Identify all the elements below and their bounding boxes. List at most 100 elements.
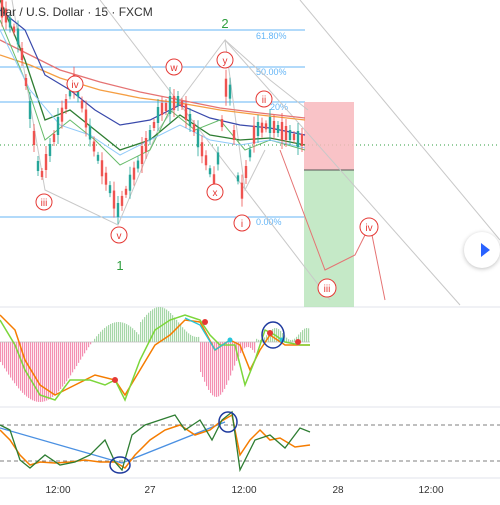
divergence-circle [261, 321, 285, 349]
symbol-title[interactable]: llar / U.S. Dollar · 15 · FXCM [0, 5, 153, 19]
wave-label-y[interactable]: y [216, 51, 234, 69]
wave-label-ii[interactable]: ii [255, 90, 273, 108]
play-icon[interactable] [464, 232, 500, 268]
histogram-bar [32, 342, 34, 401]
histogram-bar [204, 342, 206, 382]
candle-body [56, 117, 60, 135]
time-axis[interactable]: 12:00 27 12:00 28 12:00 [45, 485, 443, 496]
histogram-bar [42, 342, 44, 402]
time-tick: 28 [332, 485, 344, 496]
projected-wave-path [279, 149, 386, 301]
short-position-stop-zone[interactable] [304, 102, 354, 170]
histogram-bar [300, 332, 302, 342]
candle-body [276, 125, 280, 133]
histogram-bar [308, 328, 310, 342]
projection-lines [11, 0, 500, 306]
candle-body [296, 131, 300, 147]
histogram-bar [146, 314, 148, 342]
histogram-bar [210, 342, 212, 394]
histogram-bar [290, 339, 292, 342]
candle-body [280, 122, 284, 140]
histogram-bar [188, 333, 190, 342]
candle-body [260, 122, 264, 133]
candle-body [88, 125, 92, 140]
fib-label: 50.00% [256, 67, 287, 77]
histogram-bar [38, 342, 40, 402]
histogram-bar [40, 342, 42, 402]
histogram-bar [166, 309, 168, 342]
histogram-bar [216, 342, 218, 397]
histogram-bar [298, 334, 300, 342]
histogram-bar [26, 342, 28, 397]
candle-body [248, 149, 252, 158]
candle-body [216, 152, 220, 165]
svg-text:i: i [241, 219, 243, 230]
histogram-bar [114, 322, 116, 342]
histogram-bar [186, 331, 188, 342]
wave-label-v[interactable]: v [110, 226, 128, 244]
histogram-bar [126, 324, 128, 342]
ma-green [0, 0, 306, 151]
wave-label-iv-projected[interactable]: iv [359, 217, 379, 237]
histogram-bar [250, 342, 252, 349]
histogram-bar [212, 342, 214, 396]
histogram-bar [176, 319, 178, 342]
time-tick: 12:00 [45, 485, 70, 496]
histogram-bar [102, 329, 104, 342]
histogram-bar [60, 342, 62, 390]
histogram-bar [96, 336, 98, 342]
histogram-bar [100, 331, 102, 342]
wave-label-i[interactable]: i [233, 214, 251, 232]
candle-body [132, 167, 136, 180]
histogram-bar [44, 342, 46, 402]
wave-label-iii-projected[interactable]: iii [317, 278, 337, 298]
histogram-bar [50, 342, 52, 399]
histogram-bar [136, 332, 138, 342]
candle-body [44, 154, 48, 170]
histogram-bar [172, 315, 174, 342]
candle-body [264, 123, 268, 130]
wave-label-iv[interactable]: iv [66, 75, 84, 93]
histogram-bar [10, 342, 12, 378]
histogram-bar [106, 326, 108, 342]
candle-body [140, 146, 144, 164]
svg-text:v: v [117, 231, 122, 242]
candle-body [300, 134, 304, 146]
wave-labels[interactable]: iv w y ii iii v x i iv iii 2 1 [35, 16, 379, 298]
histogram-bar [222, 342, 224, 393]
candle-body [272, 121, 276, 133]
candle-body [144, 138, 148, 152]
histogram-bar [208, 342, 210, 390]
candle-body [164, 103, 168, 111]
wave-label-2[interactable]: 2 [221, 16, 228, 31]
candle-body [212, 174, 216, 191]
svg-text:w: w [169, 63, 178, 74]
wave-label-w[interactable]: w [165, 58, 183, 76]
candle-body [36, 161, 40, 171]
histogram-bar [80, 342, 82, 360]
osc2-line-orange [0, 413, 311, 469]
histogram-bar [124, 323, 126, 342]
histogram-bar [90, 342, 92, 345]
wave-label-1[interactable]: 1 [116, 258, 123, 273]
histogram-bar [182, 327, 184, 342]
histogram-bar [120, 322, 122, 342]
wave-label-x[interactable]: x [206, 183, 224, 201]
histogram-bar [8, 342, 10, 375]
histogram-bar [150, 310, 152, 342]
histogram-bar [98, 333, 100, 342]
candle-body [232, 130, 236, 140]
wave-label-iii[interactable]: iii [35, 193, 53, 211]
candle-body [28, 101, 32, 119]
histogram-bar [52, 342, 54, 397]
histogram-bar [230, 342, 232, 376]
histogram-bar [118, 322, 120, 342]
histogram-bar [82, 342, 84, 357]
fib-label-partial: 20% [270, 102, 288, 112]
fib-retracement[interactable]: 61.80% 50.00% 20% 0.00% [0, 29, 305, 227]
candle-body [256, 122, 260, 136]
candle-body [60, 107, 64, 122]
histogram-bar [62, 342, 64, 387]
